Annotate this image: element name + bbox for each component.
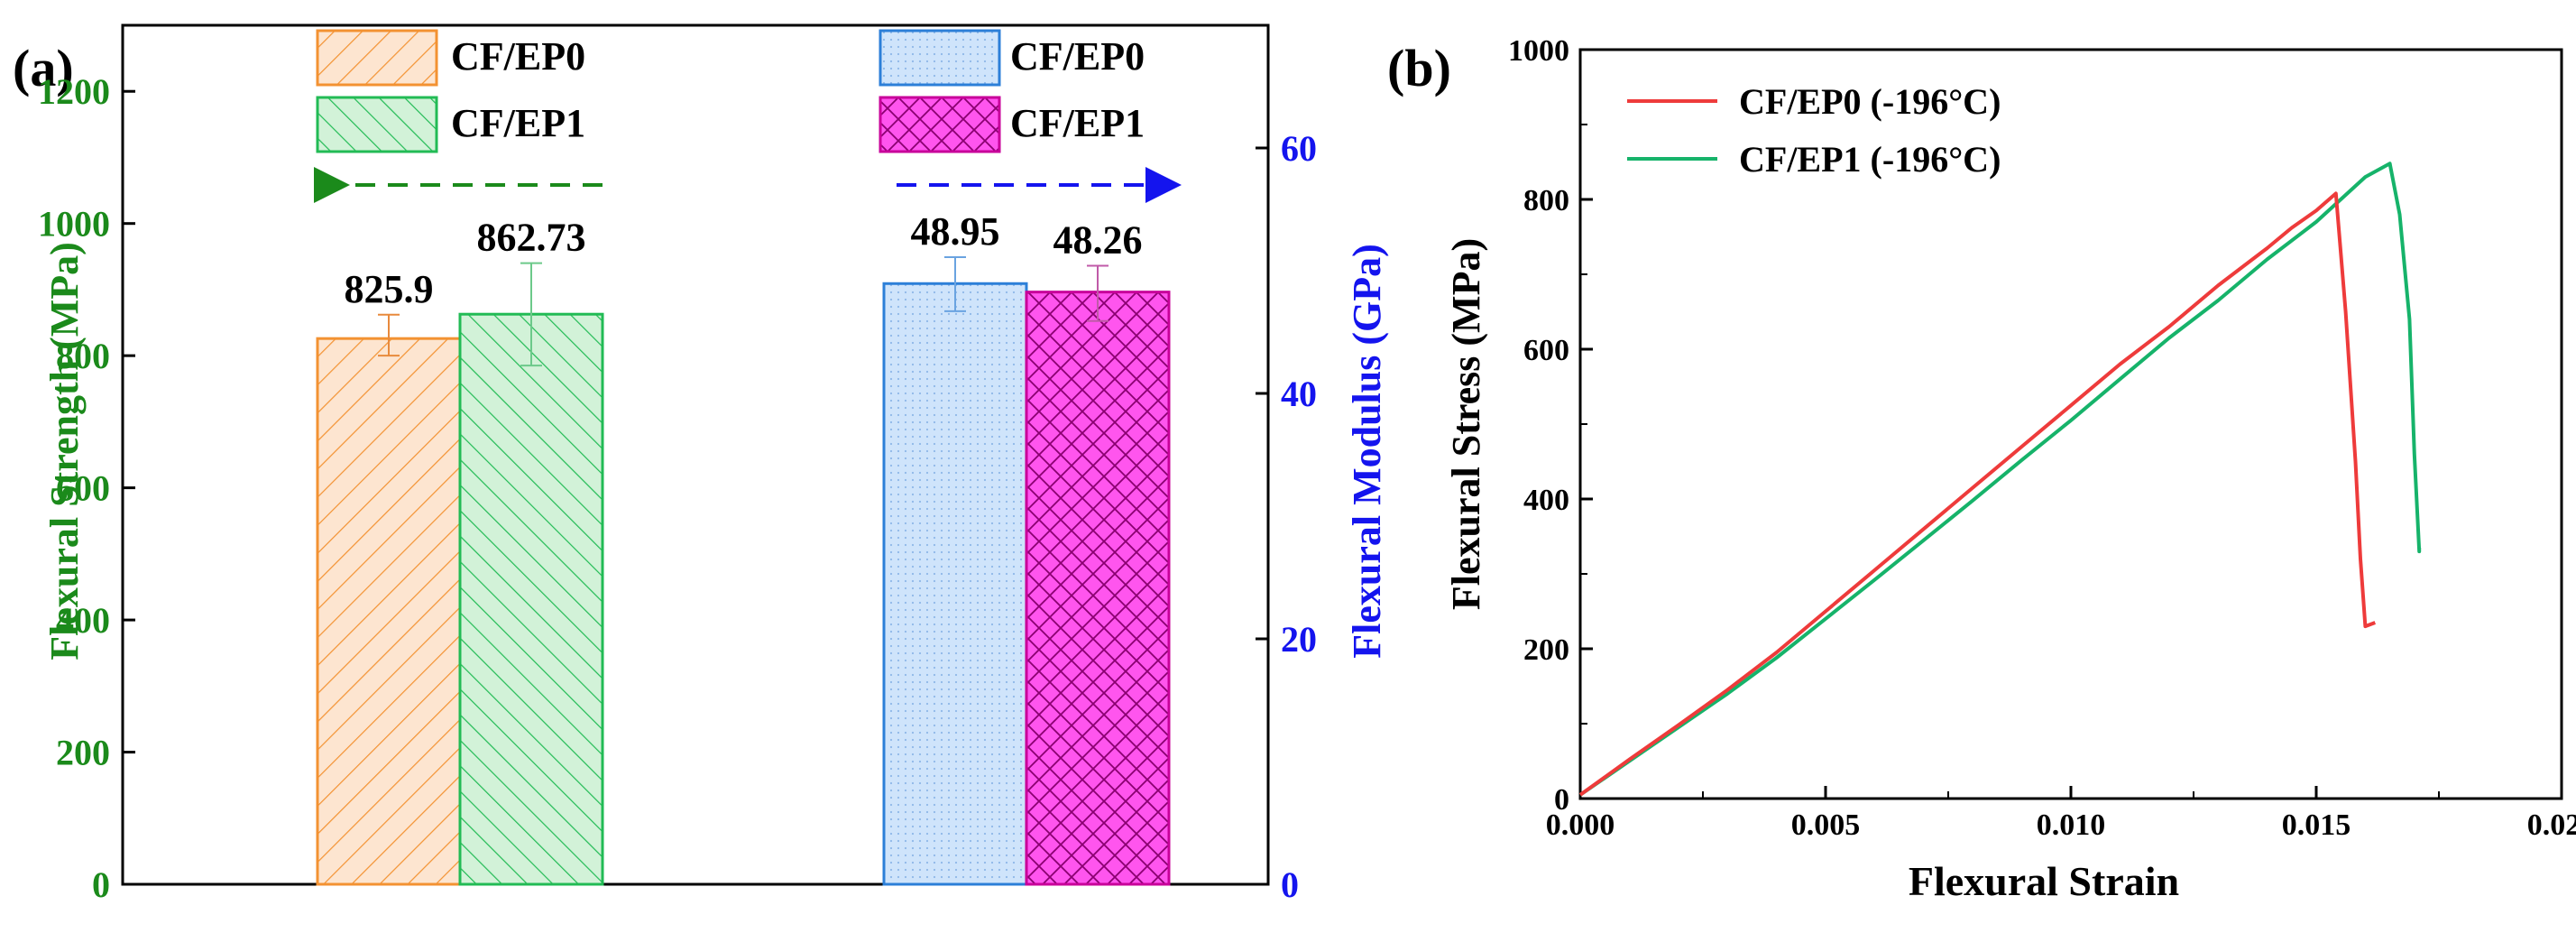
- right-axis-label: Flexural Modulus (GPa): [1345, 244, 1389, 659]
- value-label: 825.9: [345, 267, 434, 311]
- left-tick-label: 1000: [38, 204, 110, 245]
- left-axis-label: Flexural Strength (MPa): [42, 242, 87, 660]
- legend-label-cfep1-strength: CF/EP1: [451, 101, 585, 145]
- lines: [1578, 162, 2422, 797]
- right-tick-label: 40: [1281, 374, 1317, 414]
- y-tick-label: 800: [1523, 184, 1569, 217]
- panel-label-b: (b): [1387, 39, 1451, 97]
- legend-left: CF/EP0 CF/EP1: [314, 29, 603, 203]
- error-bars: [378, 256, 1109, 367]
- left-axis-ticks: 0 200 400 600 800 1000 1200: [38, 71, 135, 905]
- y-tick-label: 600: [1523, 334, 1569, 367]
- left-tick-label: 0: [92, 864, 110, 905]
- x-axis-label: Flexural Strain: [1909, 858, 2179, 904]
- value-labels: 825.9 862.73 48.95 48.26: [345, 209, 1143, 311]
- legend-swatch-cfep1-modulus: [879, 96, 1001, 153]
- x-axis-ticks: 0.000 0.005 0.010 0.015 0.020: [1546, 786, 2576, 842]
- series-line-cfep1: [1578, 162, 2422, 797]
- value-label: 48.26: [1053, 218, 1143, 263]
- panel-a: (a) 0 200 400 600 800 1000 1200 0 20 40 60 Flexur…: [13, 23, 1389, 905]
- value-label: 48.95: [911, 209, 1000, 254]
- x-tick-label: 0.020: [2527, 808, 2576, 842]
- legend-swatch-cfep0-strength: [316, 29, 438, 87]
- x-tick-label: 0.010: [2037, 808, 2106, 842]
- right-tick-label: 0: [1281, 864, 1299, 905]
- left-tick-label: 400: [56, 600, 110, 641]
- plot-frame-a: [121, 23, 1270, 886]
- bar-modulus-cfep0: [882, 282, 1028, 886]
- legend-label-cfep1-modulus: CF/EP1: [1010, 101, 1145, 145]
- y-tick-label: 1000: [1508, 34, 1569, 68]
- legend-swatch-cfep0-modulus: [879, 29, 1001, 87]
- legend-label-cfep1: CF/EP1 (-196°C): [1739, 139, 2001, 180]
- y-axis-label: Flexural Stress (MPa): [1444, 238, 1488, 610]
- panel-label-a: (a): [13, 39, 74, 97]
- series-line-cfep0: [1578, 191, 2377, 797]
- y-axis-ticks: 0 200 400 600 800 1000: [1508, 34, 1593, 817]
- x-tick-label: 0.005: [1791, 808, 1861, 842]
- legend-label-cfep0-modulus: CF/EP0: [1010, 34, 1145, 79]
- left-tick-label: 800: [56, 336, 110, 376]
- x-tick-label: 0.015: [2282, 808, 2351, 842]
- y-tick-label: 0: [1554, 783, 1569, 817]
- bar-strength-cfep0: [316, 337, 462, 886]
- right-tick-label: 60: [1281, 128, 1317, 169]
- legend-label-cfep0-strength: CF/EP0: [451, 34, 585, 79]
- legend-swatch-cfep1-strength: [316, 96, 438, 153]
- bar-modulus-cfep1: [1025, 291, 1171, 886]
- right-axis-ticks: 0 20 40 60: [1256, 128, 1317, 905]
- y-tick-label: 200: [1523, 633, 1569, 667]
- value-label: 862.73: [477, 216, 586, 260]
- bars: [316, 282, 1171, 886]
- legend-b: CF/EP0 (-196°C) CF/EP1 (-196°C): [1627, 81, 2001, 180]
- left-tick-label: 600: [56, 468, 110, 509]
- left-tick-label: 200: [56, 733, 110, 773]
- left-tick-label: 1200: [38, 71, 110, 112]
- legend-label-cfep0: CF/EP0 (-196°C): [1739, 81, 2001, 122]
- bar-strength-cfep1: [458, 312, 604, 886]
- x-tick-label: 0.000: [1546, 808, 1615, 842]
- legend-right: CF/EP0 CF/EP1: [879, 29, 1182, 203]
- y-tick-label: 400: [1523, 484, 1569, 517]
- right-tick-label: 20: [1281, 619, 1317, 660]
